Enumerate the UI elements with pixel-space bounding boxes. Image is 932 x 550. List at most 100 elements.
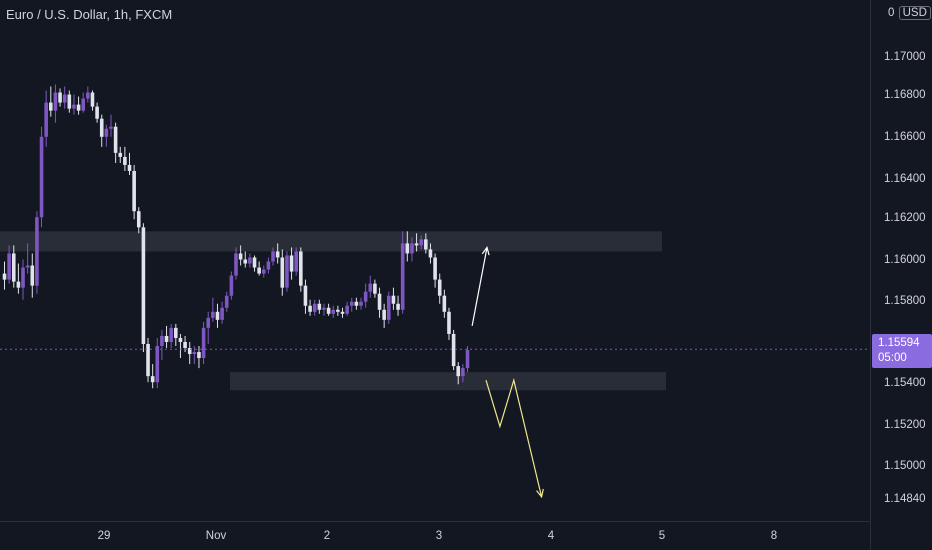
candle-body	[447, 311, 451, 334]
candle-body	[136, 211, 141, 228]
y-tick: 1.16400	[884, 173, 926, 185]
candle-body	[44, 102, 48, 137]
candle-body	[104, 128, 109, 137]
candle-body	[76, 104, 81, 111]
candle-body	[322, 307, 326, 310]
candle-body	[363, 291, 368, 302]
candle-body	[109, 126, 113, 129]
candle-body	[21, 267, 25, 288]
annotation-layer	[471, 246, 544, 499]
x-tick: 5	[658, 530, 666, 542]
candles-layer	[2, 84, 470, 389]
candle-body	[465, 350, 470, 369]
candle-body	[224, 295, 229, 308]
x-tick: 8	[770, 530, 778, 542]
candle-body	[178, 337, 183, 342]
candle-body	[220, 307, 224, 320]
candle-body	[359, 301, 363, 306]
y-tick: 1.17000	[884, 51, 926, 63]
candle-body	[7, 253, 11, 280]
resistance-zone	[0, 231, 662, 252]
candle-body	[90, 92, 95, 107]
x-tick: 29	[97, 530, 111, 542]
candle-body	[62, 94, 67, 103]
candle-body	[289, 255, 294, 272]
candle-body	[197, 352, 201, 359]
candle-body	[234, 253, 238, 276]
candle-body	[183, 341, 187, 349]
candle-body	[349, 301, 354, 306]
candle-body	[377, 293, 382, 310]
candle-body	[118, 152, 123, 157]
x-tick: 2	[323, 530, 331, 542]
candle-body	[275, 251, 280, 258]
candle-body	[400, 243, 405, 310]
candle-body	[345, 305, 349, 314]
currency-label: 0	[888, 7, 895, 19]
candle-body	[456, 366, 461, 377]
bearish-zigzag-arrow	[485, 377, 543, 497]
candle-body	[155, 345, 160, 383]
last-price-value: 1.15594	[878, 337, 920, 349]
candle-body	[442, 295, 447, 312]
x-tick: 4	[547, 530, 555, 542]
candle-body	[174, 327, 178, 338]
currency-box[interactable]: USD	[898, 6, 931, 20]
candle-body	[433, 257, 437, 280]
x-tick: Nov	[205, 530, 227, 542]
candle-body	[238, 253, 243, 260]
candle-body	[336, 309, 340, 312]
candle-body	[317, 303, 322, 310]
time-axis-separator	[0, 521, 870, 522]
candle-body	[39, 136, 44, 218]
candle-body	[257, 267, 261, 274]
candle-body	[99, 118, 104, 137]
candle-body	[405, 243, 410, 254]
candle-body	[206, 317, 211, 328]
candle-body	[187, 348, 192, 355]
candle-body	[280, 257, 285, 288]
zone-layer	[0, 231, 666, 391]
currency-selector[interactable]: 0 USD	[888, 6, 931, 20]
candle-body	[72, 104, 76, 109]
candle-body	[340, 311, 345, 314]
candle-body	[169, 327, 173, 342]
candle-body	[16, 281, 21, 288]
y-tick: 1.16000	[884, 254, 926, 266]
chart-title[interactable]: Euro / U.S. Dollar, 1h, FXCM	[6, 7, 173, 22]
candle-body	[368, 283, 373, 292]
candle-body	[132, 170, 136, 212]
bullish-arrow	[471, 247, 488, 326]
candle-body	[308, 305, 312, 312]
candle-body	[192, 352, 197, 355]
candle-body	[386, 295, 391, 320]
candle-body	[81, 98, 86, 111]
y-tick: 1.15800	[884, 295, 926, 307]
candle-body	[25, 265, 30, 268]
candle-body	[49, 102, 53, 111]
y-tick: 1.16600	[884, 131, 926, 143]
candle-body	[266, 261, 271, 270]
candle-body	[160, 335, 164, 346]
candle-body	[252, 257, 257, 268]
candle-body	[299, 251, 303, 286]
candle-body	[312, 303, 317, 312]
candle-body	[248, 257, 252, 264]
candle-body	[53, 92, 58, 111]
candle-body	[461, 368, 465, 377]
candle-body	[127, 164, 132, 171]
candle-body	[326, 307, 331, 314]
candle-body	[410, 243, 414, 254]
candle-body	[164, 335, 169, 342]
candle-body	[243, 259, 248, 264]
candle-body	[373, 283, 377, 294]
candle-body	[86, 92, 90, 99]
candle-body	[11, 253, 16, 282]
candle-body	[2, 273, 7, 280]
price-axis-separator	[870, 0, 871, 550]
bar-countdown: 05:00	[878, 352, 907, 364]
candle-body	[215, 311, 220, 320]
candle-body	[382, 309, 386, 320]
candle-body	[58, 92, 62, 103]
